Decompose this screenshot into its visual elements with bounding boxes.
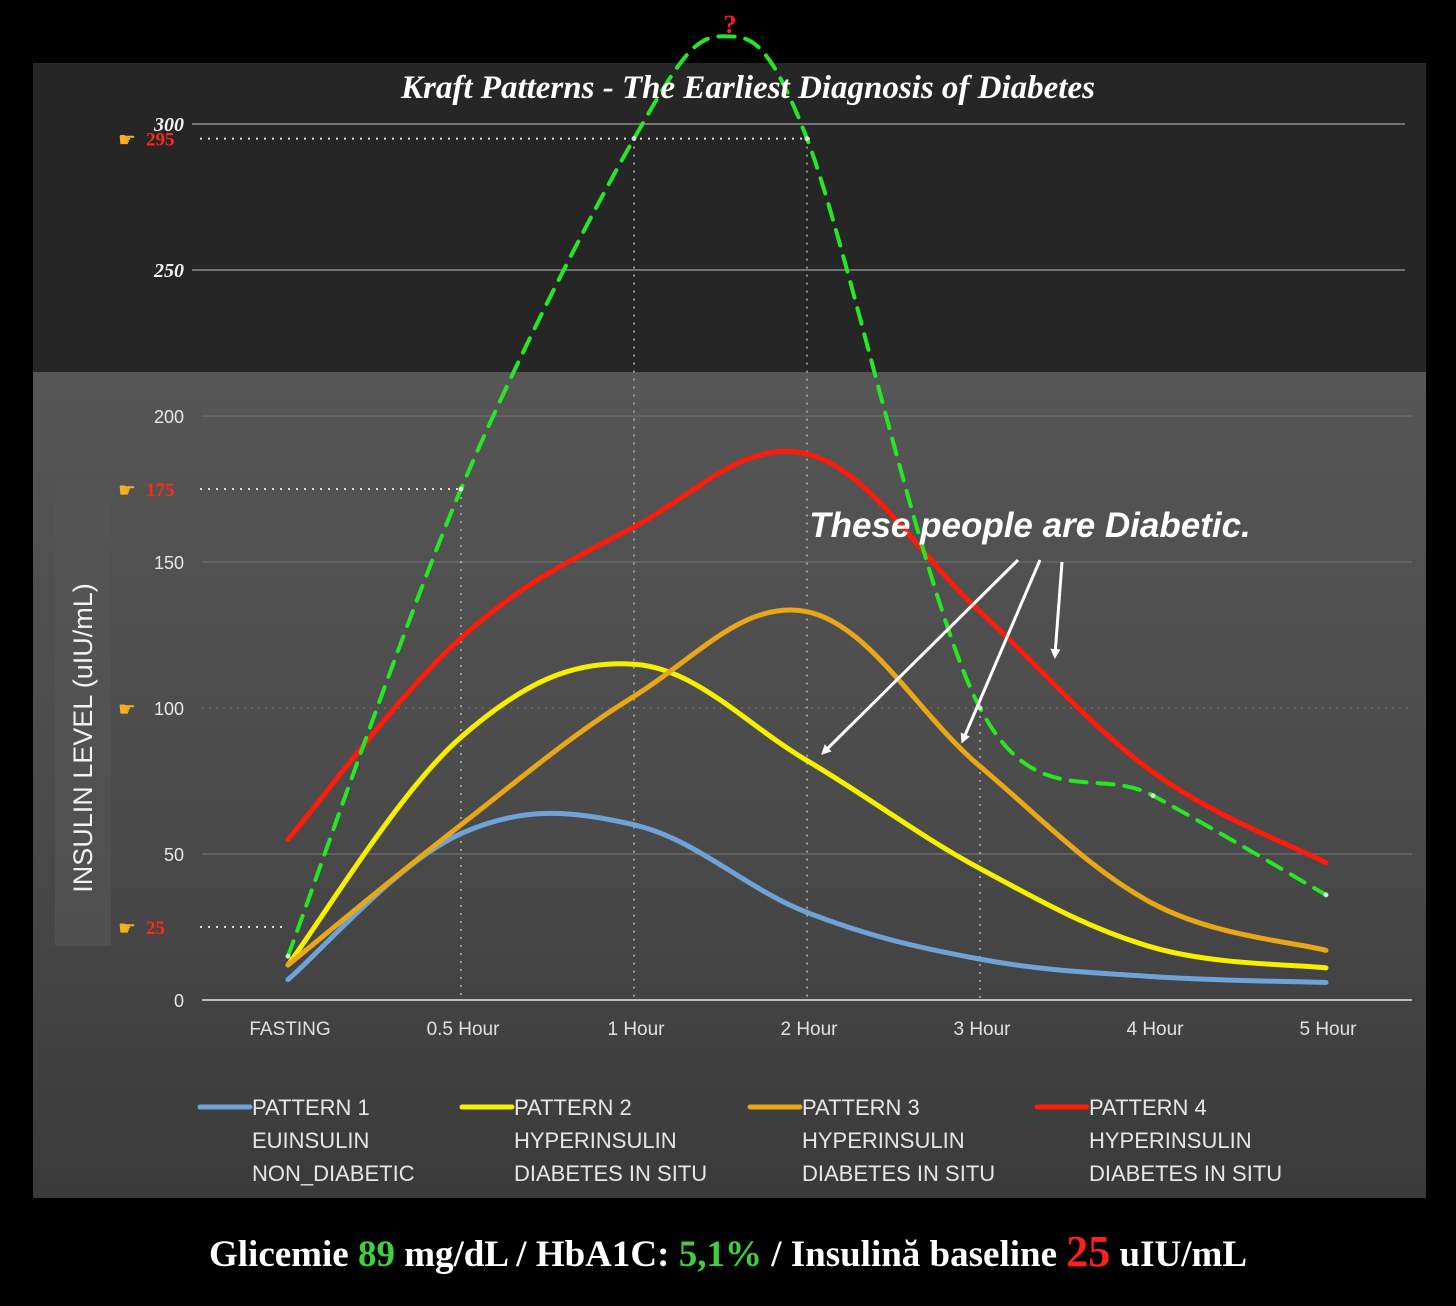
x-tick-label: 0.5 Hour — [427, 1019, 501, 1040]
data-point — [285, 953, 291, 959]
data-point — [804, 136, 810, 142]
lower-panel — [33, 372, 1426, 1198]
glicemie-label: Glicemie — [208, 1234, 349, 1275]
marker-label: 175 — [146, 480, 175, 501]
y-tick-label: 50 — [164, 845, 184, 865]
y-tick-label: 250 — [153, 260, 184, 282]
legend-entry-name: PATTERN 3 — [802, 1095, 920, 1120]
legend-entry-type: HYPERINSULIN — [802, 1128, 965, 1153]
insulina-unit: uIU/mL — [1119, 1234, 1248, 1275]
pointing-hand-icon: ☛ — [118, 128, 136, 152]
legend-entry-type: EUINSULIN — [252, 1128, 369, 1153]
grid-layer — [192, 123, 1412, 1001]
annotation-arrow — [1050, 561, 1064, 659]
marker-label: 295 — [146, 130, 175, 151]
x-tick-label: FASTING — [249, 1019, 330, 1040]
x-tick-label: 4 Hour — [1126, 1019, 1184, 1040]
series-line-dashed — [286, 34, 1328, 959]
x-tick-label: 1 Hour — [607, 1019, 665, 1040]
y-tick-label: 100 — [154, 699, 184, 719]
annotation-arrow — [960, 559, 1042, 744]
legend-entry-name: PATTERN 2 — [514, 1095, 632, 1120]
legend-entry-status: DIABETES IN SITU — [514, 1161, 707, 1186]
series-line-pattern-3 — [285, 607, 1329, 968]
data-point — [1323, 892, 1329, 898]
tick-layer: 0 50 100 150 200 250 300 FASTING 0.5 Hour 1 Hour 2… — [153, 114, 1357, 1040]
legend-entry-status: DIABETES IN SITU — [1089, 1161, 1282, 1186]
insulina-value: 25 — [1066, 1227, 1111, 1276]
data-point — [1150, 793, 1156, 799]
diabetic-annotation: These people are Diabetic. — [809, 506, 1251, 545]
chart-title: Kraft Patterns - The Earliest Diagnosis … — [400, 70, 1095, 106]
legend-entry-type: HYPERINSULIN — [1089, 1128, 1252, 1153]
y-tick-label: 300 — [153, 114, 184, 136]
insulina-label: / Insulină baseline — [771, 1234, 1058, 1275]
series-line-pattern-2 — [285, 661, 1329, 971]
y-axis-label: INSULIN LEVEL (uIU/mL) — [68, 583, 98, 893]
y-tick-label: 0 — [174, 991, 184, 1011]
glicemie-value: 89 — [357, 1234, 395, 1275]
x-tick-label: 3 Hour — [953, 1019, 1011, 1040]
marker-label: 25 — [146, 918, 165, 939]
legend-entry-status: DIABETES IN SITU — [802, 1161, 995, 1186]
pointing-hand-icon: ☛ — [118, 478, 136, 502]
hba1c-label: HbA1C: — [535, 1234, 670, 1275]
pointing-hand-icon: ☛ — [118, 697, 136, 721]
series-line-pattern-1 — [285, 810, 1329, 985]
data-point — [458, 486, 464, 492]
hba1c-value: 5,1% — [678, 1234, 762, 1275]
legend-entry-name: PATTERN 1 — [252, 1095, 370, 1120]
peak-question-mark: ? — [724, 10, 737, 39]
legend: PATTERN 1 EUINSULIN NON_DIABETIC PATTERN 2 H… — [197, 1095, 1282, 1186]
legend-entry-type: HYPERINSULIN — [514, 1128, 677, 1153]
legend-entry-status: NON_DIABETIC — [252, 1161, 415, 1186]
x-tick-label: 5 Hour — [1299, 1019, 1357, 1040]
pointing-hand-icon: ☛ — [118, 916, 136, 940]
series-layer: ? — [285, 10, 1329, 985]
y-tick-label: 150 — [154, 553, 184, 573]
y-tick-label: 200 — [154, 407, 184, 427]
x-tick-label: 2 Hour — [780, 1019, 838, 1040]
glicemie-unit: mg/dL / — [404, 1234, 527, 1275]
ylabel-box — [55, 478, 111, 946]
footer-summary: Glicemie 89 mg/dL / HbA1C: 5,1% / Insuli… — [0, 1226, 1456, 1277]
series-line-pattern-4 — [285, 448, 1329, 866]
upper-panel — [33, 63, 1426, 372]
annotation-arrow — [821, 558, 1020, 755]
legend-entry-name: PATTERN 4 — [1089, 1095, 1207, 1120]
marker-layer: ☛ 295 ☛ 175 ☛ ☛ 25 — [118, 128, 810, 940]
annotation-arrows — [821, 558, 1064, 755]
